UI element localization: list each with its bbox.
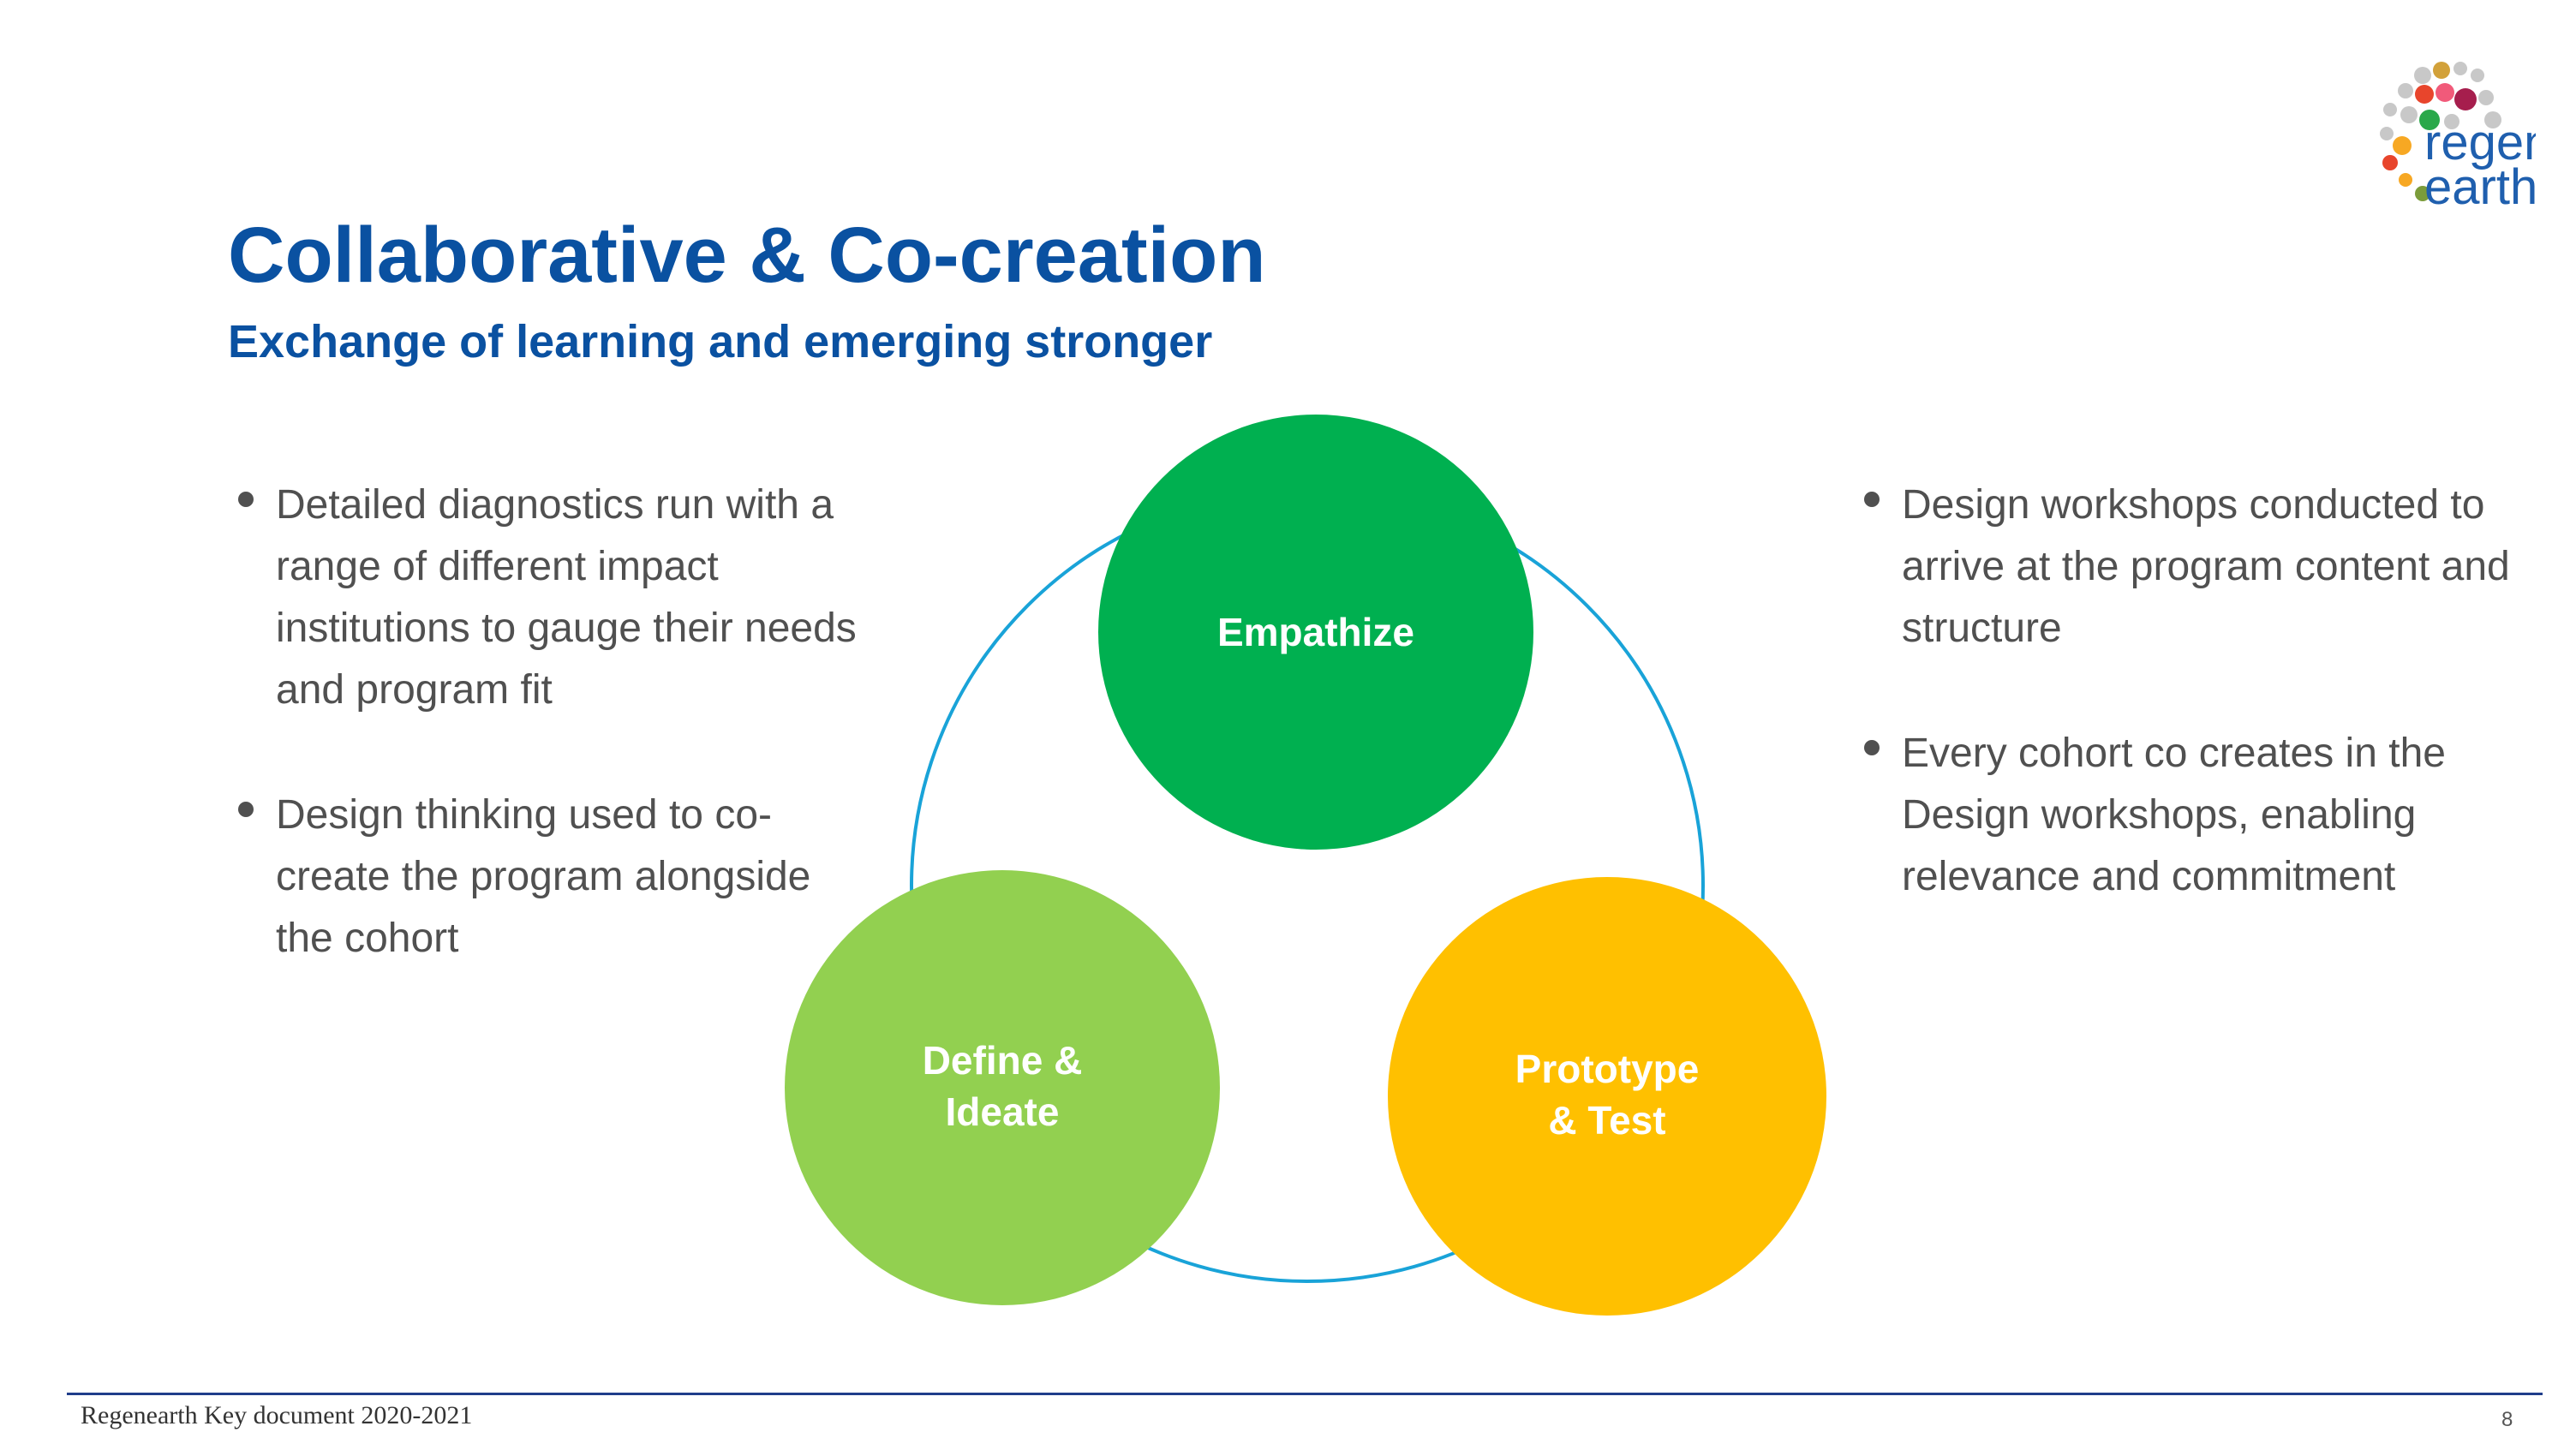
logo-text-earth: earth xyxy=(2424,159,2536,215)
stage-define-ideate: Define & Ideate xyxy=(785,870,1220,1305)
stage-empathize-circle xyxy=(1098,415,1533,850)
stage-prototype-test-circle xyxy=(1388,877,1826,1316)
stage-empathize-label: Empathize xyxy=(1217,610,1414,654)
slide-title: Collaborative & Co-creation xyxy=(228,212,1266,299)
stage-define-ideate-label-line1: Define & xyxy=(923,1038,1083,1083)
footer-divider xyxy=(67,1393,2543,1395)
stage-define-ideate-label-line2: Ideate xyxy=(946,1089,1060,1134)
left-bullet-2: Design thinking used to co-create the pr… xyxy=(228,785,879,970)
footer-document-name: Regenearth Key document 2020-2021 xyxy=(81,1401,473,1429)
right-bullet-1: Design workshops conducted to arrive at … xyxy=(1854,474,2522,659)
left-bullet-list: Detailed diagnostics run with a range of… xyxy=(228,474,879,1033)
logo-dots xyxy=(2380,62,2501,201)
stage-prototype-test-label-line1: Prototype xyxy=(1515,1047,1700,1091)
stage-prototype-test-label-line2: & Test xyxy=(1548,1098,1665,1143)
right-bullet-2: Every cohort co creates in the Design wo… xyxy=(1854,723,2522,908)
stage-empathize: Empathize xyxy=(1098,415,1533,850)
regenearth-logo: regen earth xyxy=(2380,62,2536,215)
right-bullet-list: Design workshops conducted to arrive at … xyxy=(1854,474,2522,971)
stage-define-ideate-circle xyxy=(785,870,1220,1305)
left-bullet-1: Detailed diagnostics run with a range of… xyxy=(228,474,879,721)
logo-text-regen: regen xyxy=(2424,115,2536,170)
stage-prototype-test: Prototype & Test xyxy=(1388,877,1826,1316)
page-number: 8 xyxy=(2501,1408,2513,1431)
slide-subtitle: Exchange of learning and emerging strong… xyxy=(228,316,1213,367)
